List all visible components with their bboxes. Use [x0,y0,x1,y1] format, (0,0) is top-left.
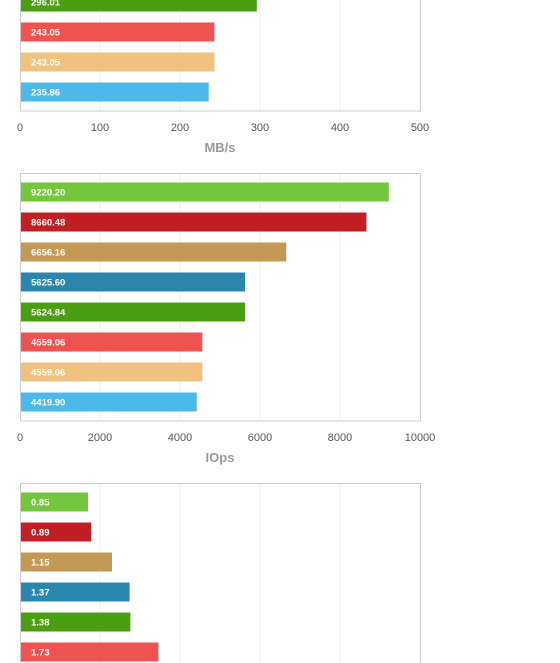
bar-value-label: 5624.84 [31,308,66,319]
bar [20,362,203,382]
bar-value-label: 5625.60 [31,278,65,289]
bar-value-label: 9220.20 [31,188,65,199]
bar [20,82,209,102]
x-tick-label: 300 [251,122,269,134]
bar [20,0,257,12]
x-axis-title: IOps [206,450,235,465]
plot-frame [20,0,421,112]
bar-value-label: 4559.06 [31,368,65,379]
bar-value-label: 1.73 [31,648,50,659]
x-tick-label: 4000 [168,432,192,444]
bar-value-label: 243.05 [31,28,61,39]
bar-value-label: 296.01 [31,0,61,9]
bar-value-label: 6656.16 [31,248,65,259]
bar-value-label: 235.86 [31,88,60,99]
bar [20,552,112,572]
bar-value-label: 1.37 [31,588,50,599]
bar-value-label: 0.89 [31,528,50,539]
bar-value-label: 243.05 [31,58,61,69]
x-tick-label: 100 [91,122,109,134]
x-tick-label: 6000 [248,432,272,444]
chart-2: 9220.20 8660.48 6656.16 5625.60 5624.84 4559.… [17,173,435,465]
x-tick-label: 10000 [405,432,436,444]
plot-frame [20,483,421,663]
bar [20,212,367,232]
bar-value-label: 4419.90 [31,398,65,409]
bar [20,52,215,72]
bar-value-label: 0.85 [31,498,50,509]
bar [20,522,92,542]
x-tick-label: 400 [331,122,349,134]
bar [20,582,130,602]
x-tick-label: 200 [171,122,189,134]
bar [20,492,88,512]
x-tick-label: 0 [17,122,23,134]
bar [20,642,159,662]
bar [20,392,197,412]
bar [20,22,215,42]
x-tick-label: 8000 [328,432,352,444]
bar [20,242,287,262]
bar-value-label: 1.38 [31,618,50,629]
bar-value-label: 1.15 [31,558,50,569]
bar [20,182,389,202]
chart-1: 296.01 243.05 243.05 235.86 0 100 200 300 400 500… [17,0,429,155]
plot-frame [20,173,421,422]
bar-value-label: 4559.06 [31,338,65,349]
bar [20,332,203,352]
chart-3: 0.85 0.89 1.15 1.37 1.38 1.73 [20,483,421,663]
bar-value-label: 8660.48 [31,218,65,229]
x-tick-label: 0 [17,432,23,444]
bar [20,302,245,322]
x-axis-title: MB/s [204,140,235,155]
bar [20,612,131,632]
x-tick-label: 2000 [88,432,112,444]
x-tick-label: 500 [411,122,429,134]
bar [20,272,246,292]
